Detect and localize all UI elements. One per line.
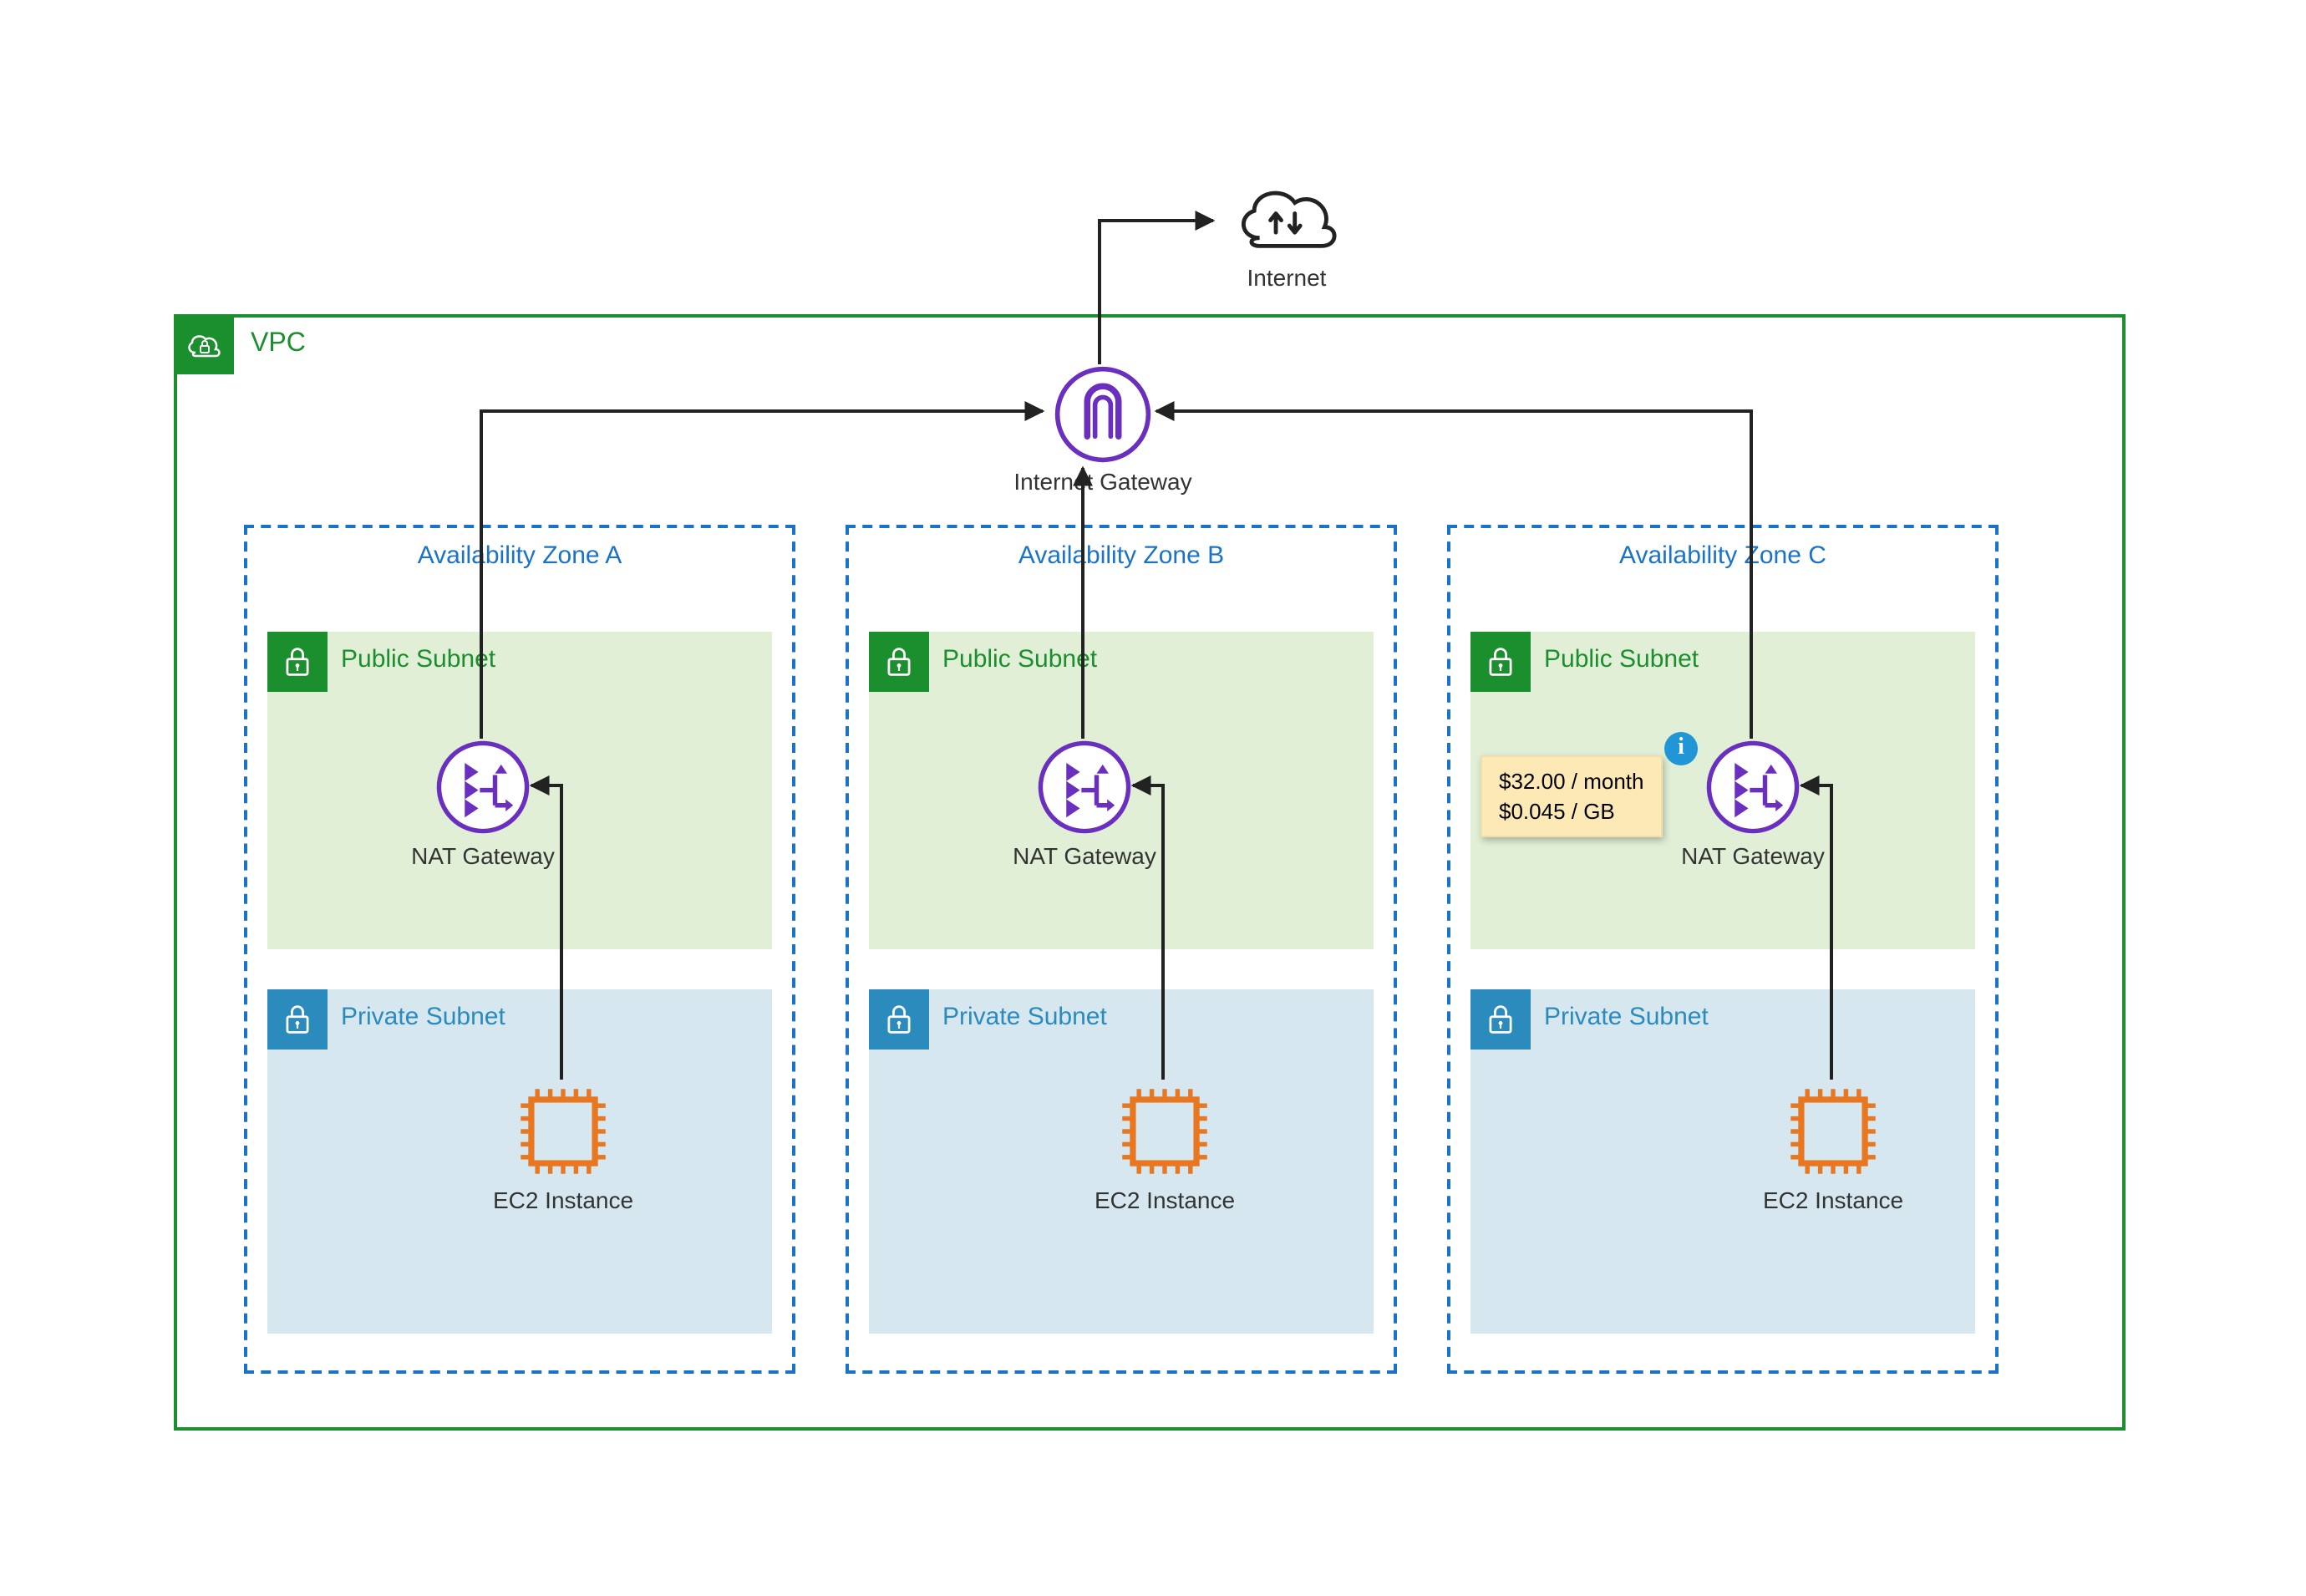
- private-subnet-lock-icon: [869, 989, 929, 1050]
- ec2-instance-label: EC2 Instance: [446, 1187, 680, 1213]
- availability-zone-title: Availability Zone A: [244, 541, 795, 570]
- vpc-icon: [174, 314, 234, 374]
- ec2-instance-icon: [1116, 1083, 1213, 1188]
- public-subnet-label: Public Subnet: [341, 645, 495, 673]
- internet-label: Internet: [1170, 264, 1404, 291]
- ec2-instance-label: EC2 Instance: [1716, 1187, 1950, 1213]
- private-subnet-lock-icon: [1470, 989, 1531, 1050]
- internet-gateway-icon: [1053, 364, 1153, 473]
- ec2-instance-label: EC2 Instance: [1048, 1187, 1282, 1213]
- nat-gateway-label: NAT Gateway: [968, 842, 1201, 869]
- ec2-instance-icon: [1785, 1083, 1882, 1188]
- public-subnet-lock-icon: [267, 632, 328, 692]
- cost-callout-line: $32.00 / month: [1499, 767, 1643, 796]
- info-icon: i: [1664, 732, 1698, 765]
- nat-gateway-icon: [1704, 739, 1801, 844]
- private-subnet-label: Private Subnet: [1544, 1003, 1709, 1031]
- nat-gateway-icon: [434, 739, 531, 844]
- vpc-label: VPC: [251, 329, 306, 359]
- public-subnet-label: Public Subnet: [1544, 645, 1699, 673]
- nat-gateway-label: NAT Gateway: [366, 842, 600, 869]
- private-subnet: [1470, 989, 1975, 1334]
- cost-callout: $32.00 / month$0.045 / GB: [1481, 755, 1662, 837]
- internet-gateway-label: Internet Gateway: [986, 468, 1220, 495]
- internet-icon: [1230, 177, 1343, 269]
- public-subnet-lock-icon: [869, 632, 929, 692]
- public-subnet-lock-icon: [1470, 632, 1531, 692]
- availability-zone-title: Availability Zone B: [846, 541, 1397, 570]
- nat-gateway-icon: [1036, 739, 1133, 844]
- nat-gateway-label: NAT Gateway: [1636, 842, 1870, 869]
- private-subnet-label: Private Subnet: [942, 1003, 1107, 1031]
- cost-callout-line: $0.045 / GB: [1499, 796, 1643, 826]
- availability-zone-title: Availability Zone C: [1447, 541, 1999, 570]
- public-subnet-label: Public Subnet: [942, 645, 1097, 673]
- private-subnet-lock-icon: [267, 989, 328, 1050]
- diagram-canvas: Internet VPC Internet Gateway Availabilit…: [0, 0, 2306, 1596]
- private-subnet-label: Private Subnet: [341, 1003, 505, 1031]
- ec2-instance-icon: [515, 1083, 612, 1188]
